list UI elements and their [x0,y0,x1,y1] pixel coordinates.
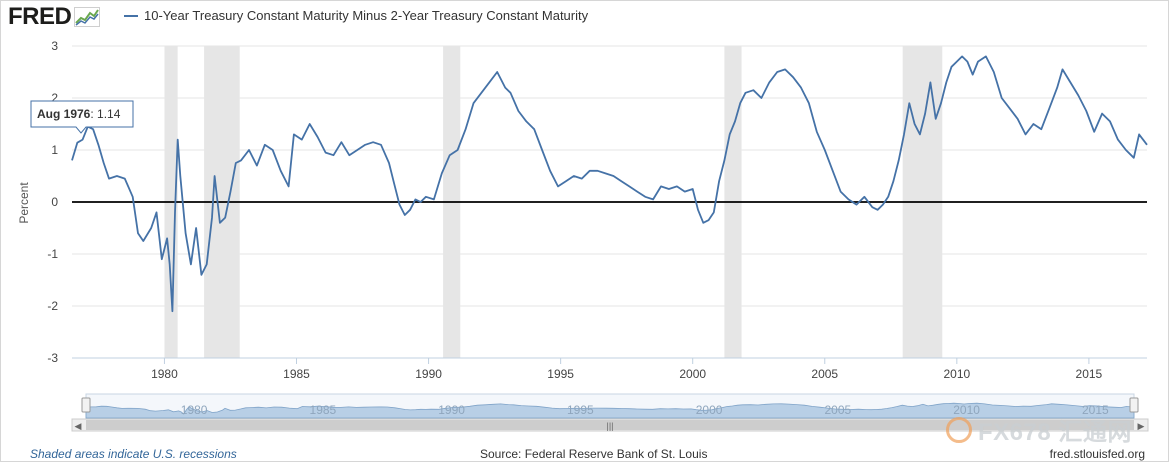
line-chart[interactable]: 3 2 1 0 -1 -2 -3 1980 1985 1990 1995 2000 2005 2010 2… [0,0,1169,440]
watermark-logo-icon [946,416,972,443]
x-tick-label: 1990 [415,367,442,381]
navigator-area [85,402,1135,419]
y-tick-label: 3 [51,39,58,53]
navigator-tick-label: 1985 [310,403,337,417]
navigator-tick-label: 2000 [696,403,723,417]
y-tick-label: 2 [51,91,58,105]
y-axis-ticks: 3 2 1 0 -1 -2 -3 [47,39,58,365]
svg-text:Aug 1976: 1.14: Aug 1976: 1.14 [37,107,121,121]
logo-text: FRED [8,3,72,30]
y-tick-label: 1 [51,143,58,157]
chart-line-icon [74,7,101,27]
x-tick-label: 2005 [811,367,838,381]
series-lines [71,55,1148,313]
navigator-tick-label: 1980 [181,403,208,417]
tooltip-date: Aug 1976 [37,107,91,121]
series-line [71,55,1148,313]
source-url[interactable]: fred.stlouisfed.org [1049,447,1145,461]
scroll-left-arrow-icon: ◀ [75,421,82,431]
navigator-handle [1129,397,1139,413]
navigator-tick-label: 2015 [1082,403,1109,417]
navigator-tick-label: 1995 [567,403,594,417]
scrollbar-grip-icon: ||| [606,421,613,431]
fred-logo[interactable]: FRED [8,3,101,30]
x-tick-label: 2015 [1076,367,1103,381]
source-text: Source: Federal Reserve Bank of St. Loui… [480,447,708,461]
legend[interactable]: 10-Year Treasury Constant Maturity Minus… [124,8,588,23]
navigator[interactable]: 1980 1985 1990 1995 2000 2005 2010 2015 ||| ◀ ▶ [71,393,1149,432]
scrollbar-thumb [86,420,1134,430]
navigator-tick-label: 2010 [953,403,980,417]
x-tick-label: 1980 [151,367,178,381]
y-tick-label: -2 [47,299,58,313]
x-axis-ticks: 1980 1985 1990 1995 2000 2005 2010 2015 [151,358,1103,381]
watermark: FX678 汇通网 [946,412,1132,447]
y-tick-label: 0 [51,195,58,209]
y-tick-label: -1 [47,247,58,261]
tooltip-value: 1.14 [97,107,121,121]
recession-note: Shaded areas indicate U.S. recessions [30,447,237,461]
navigator-tick-label: 1990 [438,403,465,417]
tooltip: Aug 1976: 1.14 [30,100,134,134]
navigator-handle [81,397,91,413]
x-tick-label: 1995 [547,367,574,381]
y-axis-label: Percent [17,182,31,224]
scroll-right-arrow-icon: ▶ [1138,421,1145,431]
y-tick-label: -3 [47,351,58,365]
watermark-text: FX678 汇通网 [978,419,1132,446]
x-tick-label: 2000 [679,367,706,381]
legend-swatch [124,14,138,17]
x-tick-label: 2010 [943,367,970,381]
grid-lines [72,45,1147,359]
navigator-tick-label: 2005 [825,403,852,417]
x-tick-label: 1985 [283,367,310,381]
legend-label: 10-Year Treasury Constant Maturity Minus… [144,8,589,23]
